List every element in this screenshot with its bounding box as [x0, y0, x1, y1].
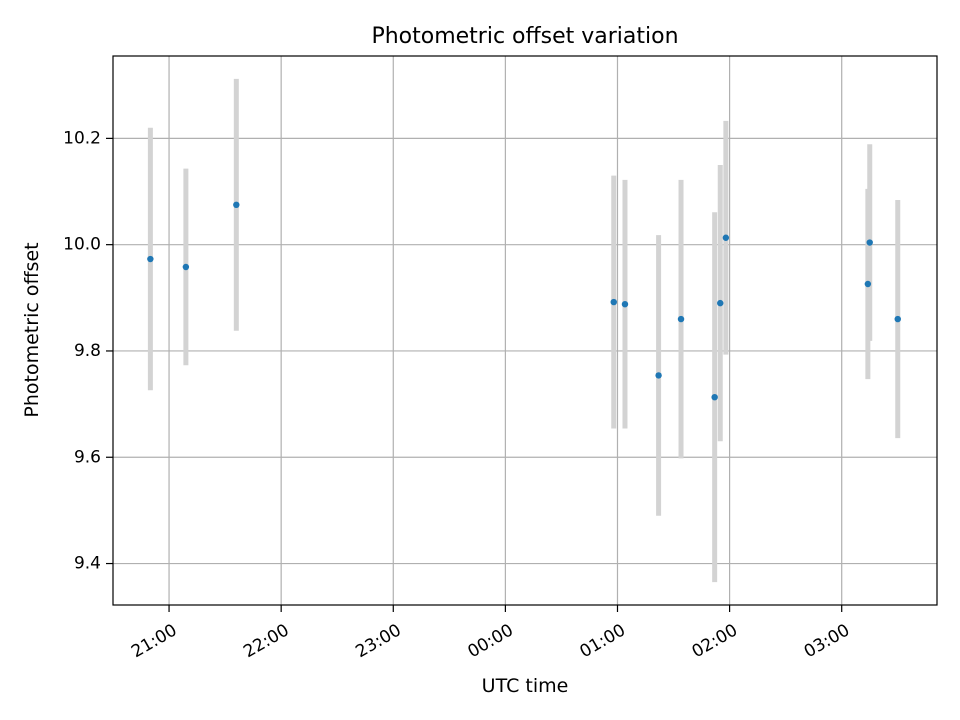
data-point [677, 315, 685, 323]
y-tick-label: 10.0 [63, 235, 101, 255]
data-point [711, 393, 718, 401]
y-axis-label: Photometric offset [21, 242, 43, 417]
grid [113, 56, 937, 605]
data-point [233, 201, 240, 209]
data-point [722, 234, 730, 241]
plot-frame [112, 55, 938, 606]
data-point [621, 300, 629, 308]
y-tick-label: 9.8 [74, 341, 101, 361]
data-point [655, 372, 662, 379]
y-tick-label: 9.6 [74, 447, 101, 467]
data-point [717, 299, 724, 307]
data-point [894, 315, 901, 323]
y-tick-label: 9.4 [74, 554, 101, 574]
data-point [864, 280, 872, 288]
data-point [147, 255, 154, 263]
y-axis-ticks: 9.4 9.6 9.8 10.0 10.2 [63, 128, 113, 574]
data-point [866, 239, 873, 246]
x-axis-label: UTC time [482, 675, 569, 697]
plot-area [113, 56, 937, 605]
data-point [610, 298, 617, 306]
data-points [147, 201, 901, 401]
chart-title: Photometric offset variation [371, 24, 678, 49]
data-point [182, 263, 190, 271]
y-tick-label: 10.2 [63, 128, 101, 148]
